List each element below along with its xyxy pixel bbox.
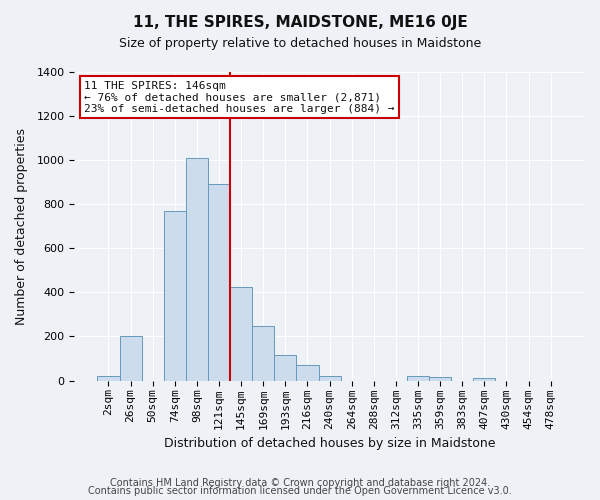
Text: 11, THE SPIRES, MAIDSTONE, ME16 0JE: 11, THE SPIRES, MAIDSTONE, ME16 0JE bbox=[133, 15, 467, 30]
Bar bbox=[230, 286, 252, 380]
Bar bbox=[429, 377, 451, 380]
Bar bbox=[97, 376, 119, 380]
Bar bbox=[319, 376, 341, 380]
Bar bbox=[407, 376, 429, 380]
Text: 11 THE SPIRES: 146sqm
← 76% of detached houses are smaller (2,871)
23% of semi-d: 11 THE SPIRES: 146sqm ← 76% of detached … bbox=[85, 81, 395, 114]
Bar bbox=[208, 184, 230, 380]
Bar bbox=[164, 210, 186, 380]
Bar bbox=[186, 158, 208, 380]
Text: Contains public sector information licensed under the Open Government Licence v3: Contains public sector information licen… bbox=[88, 486, 512, 496]
Bar bbox=[119, 336, 142, 380]
X-axis label: Distribution of detached houses by size in Maidstone: Distribution of detached houses by size … bbox=[164, 437, 496, 450]
Bar bbox=[473, 378, 496, 380]
Bar bbox=[252, 326, 274, 380]
Text: Size of property relative to detached houses in Maidstone: Size of property relative to detached ho… bbox=[119, 38, 481, 51]
Bar bbox=[274, 355, 296, 380]
Text: Contains HM Land Registry data © Crown copyright and database right 2024.: Contains HM Land Registry data © Crown c… bbox=[110, 478, 490, 488]
Bar bbox=[296, 365, 319, 380]
Y-axis label: Number of detached properties: Number of detached properties bbox=[15, 128, 28, 324]
